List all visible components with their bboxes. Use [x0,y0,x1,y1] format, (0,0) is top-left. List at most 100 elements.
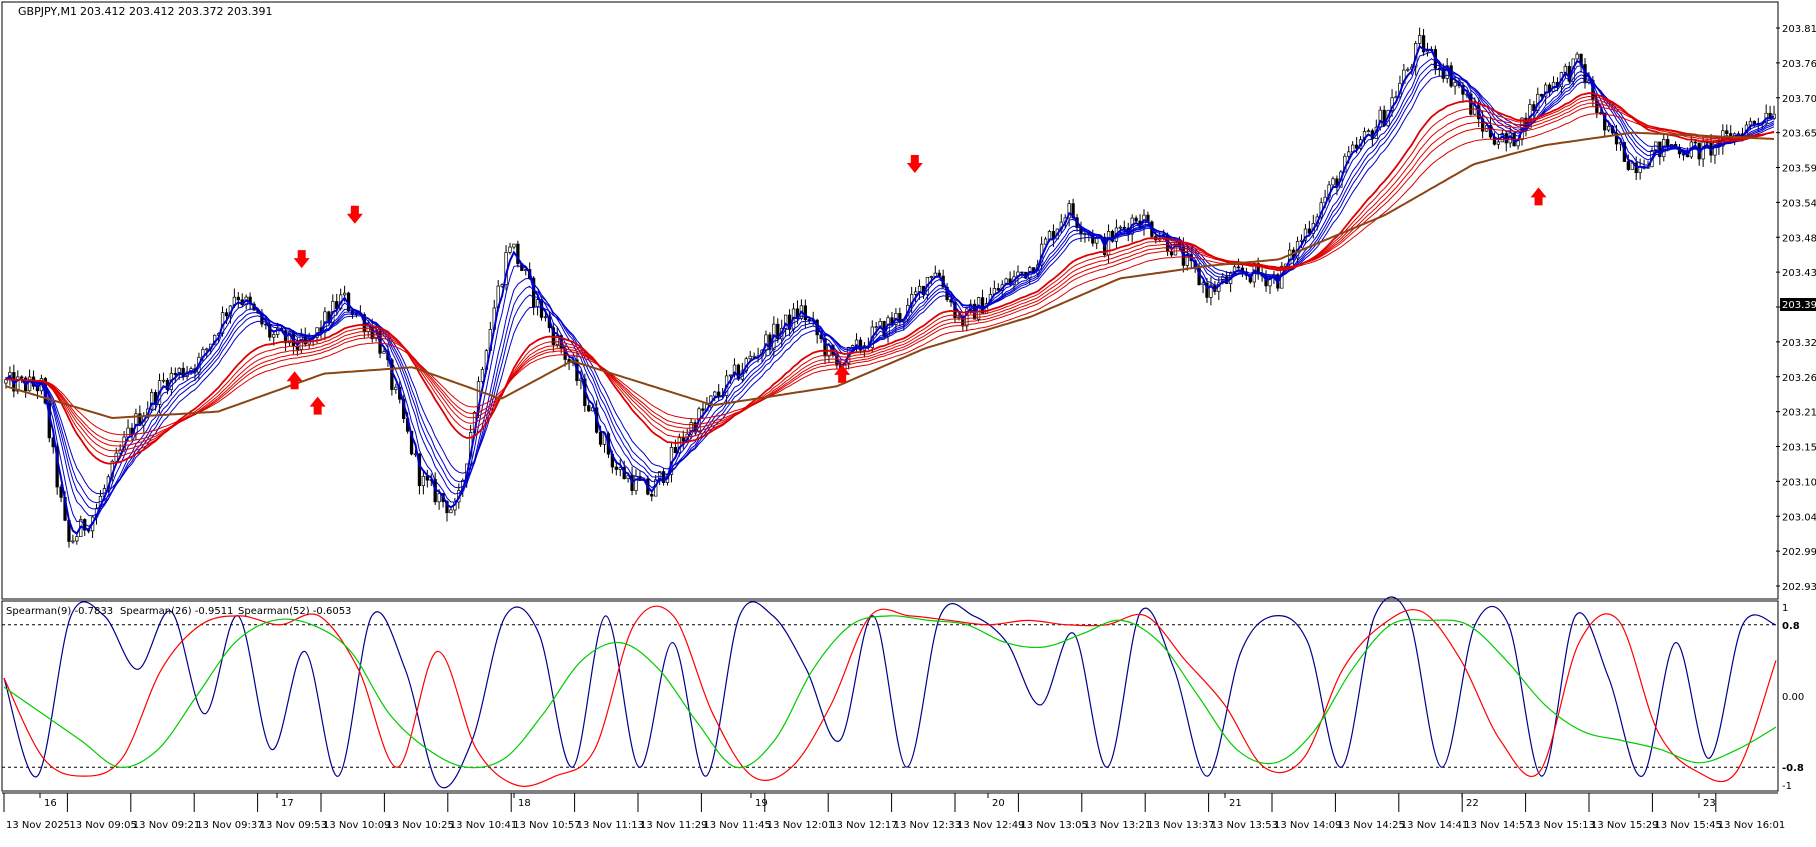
price-tick-label: 203.100 [1782,477,1816,488]
day-mark-label: 21 [1229,798,1242,809]
candle-body [1331,178,1335,186]
candle-body [1701,141,1705,160]
time-label: 13 Nov 14:25 [1337,820,1404,831]
candle-body [614,466,618,470]
candle-body [748,355,752,360]
price-tick-label: 203.045 [1782,512,1816,523]
candle-body [59,486,63,498]
current-price-badge [1780,298,1816,311]
time-label: 13 Nov 15:13 [1528,820,1595,831]
time-label: 13 Nov 11:13 [577,820,644,831]
current-price-label: 203.391 [1782,300,1816,311]
candle-body [342,292,347,296]
candle-body [1406,68,1410,71]
day-mark-label: 16 [44,798,57,809]
candle-body [1134,217,1138,222]
candle-body [1614,132,1619,145]
day-mark-label: 17 [281,798,294,809]
price-tick-label: 202.990 [1782,547,1816,558]
day-mark-label: 19 [755,798,768,809]
candle-body [752,355,756,358]
candle-body [1347,151,1351,157]
price-tick-label: 203.265 [1782,373,1816,384]
candle-body [114,452,118,462]
candle-body [1421,35,1426,53]
candle-body [1256,263,1260,275]
sell-arrow [293,250,310,269]
time-label: 13 Nov 2025 [6,820,70,831]
time-label: 13 Nov 09:05 [69,820,136,831]
legend-spearman9: Spearman(9) -0.7833 [6,606,113,617]
time-label: 13 Nov 12:33 [894,820,961,831]
chart-symbol: GBPJPY,M1 [18,5,77,18]
day-mark-label: 22 [1466,798,1479,809]
price-tick-label: 203.760 [1782,59,1816,70]
candle-body [205,348,209,351]
fast-ma-line [5,68,1775,504]
candle-body [776,323,780,340]
candle-body [4,379,8,384]
time-label: 13 Nov 11:45 [703,820,770,831]
candle-body [1540,93,1544,97]
candle-body [516,243,520,265]
slow-ma-line [5,113,1775,436]
candle-body [1453,82,1457,87]
candle-body [965,308,969,327]
fast-ma-line [5,74,1775,495]
fast-ma-line [5,63,1775,510]
sell-arrow [346,205,363,224]
candle-body [224,312,229,317]
candle-body [598,431,603,445]
candle-body [1307,228,1312,234]
time-label: 13 Nov 15:45 [1654,820,1721,831]
candle-body [508,246,512,253]
indicator-tick-label: 1 [1782,603,1788,614]
candle-body [1603,112,1607,131]
candle-body [980,297,985,314]
candle-body [783,314,788,329]
time-label: 13 Nov 12:17 [830,820,897,831]
candle-body [16,376,20,392]
candle-body [587,405,591,412]
time-label: 13 Nov 13:53 [1211,820,1278,831]
candle-body [1047,231,1052,240]
legend-spearman26: Spearman(26) -0.9511 [120,606,233,617]
candle-body [1205,282,1209,298]
buy-arrow [286,371,303,390]
candle-body [1725,130,1729,134]
buy-arrow [1530,187,1547,206]
long-ma-line [5,131,1775,420]
time-label: 13 Nov 11:29 [640,820,707,831]
candle-body [1209,284,1213,298]
indicator-tick-label: -0.8 [1782,763,1804,774]
time-label: 13 Nov 14:57 [1464,820,1531,831]
day-mark-label: 18 [518,798,531,809]
day-mark-label: 23 [1703,798,1716,809]
spearman-line-26 [3,605,1777,787]
price-tick-label: 203.815 [1782,24,1816,35]
candle-body [1351,144,1355,153]
spearman-line-52 [3,615,1777,769]
day-mark-label: 20 [992,798,1005,809]
candle-body [803,305,807,320]
price-tick-label: 203.705 [1782,94,1816,105]
time-label: 13 Nov 10:57 [513,820,580,831]
slow-ma-line [5,95,1775,458]
time-label: 13 Nov 14:09 [1274,820,1341,831]
price-tick-label: 203.650 [1782,129,1816,140]
candle-body [807,319,811,321]
candle-body [272,334,276,338]
time-label: 13 Nov 10:41 [450,820,517,831]
price-tick-label: 203.320 [1782,338,1816,349]
candle-body [1693,141,1697,144]
sell-arrow [906,155,923,174]
candle-body [929,276,933,278]
candle-body [701,408,705,411]
candle-body [957,316,961,319]
indicator-tick-label: -1 [1782,781,1792,792]
candle-body [445,501,449,514]
time-label: 13 Nov 16:01 [1718,820,1785,831]
chart-ohlc: 203.412 203.412 203.372 203.391 [80,5,272,18]
